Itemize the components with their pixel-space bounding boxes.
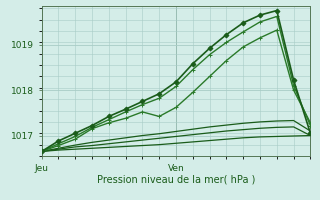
- X-axis label: Pression niveau de la mer( hPa ): Pression niveau de la mer( hPa ): [97, 174, 255, 184]
